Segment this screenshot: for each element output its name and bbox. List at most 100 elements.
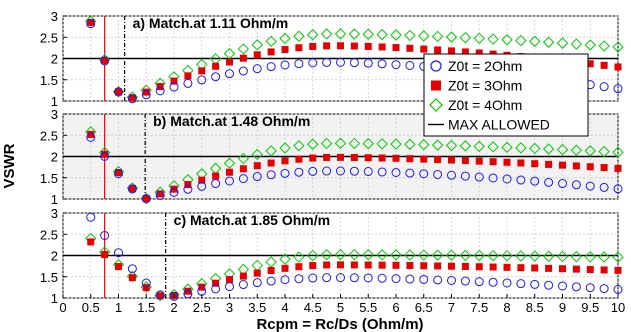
- x-tick-label: 5.5: [359, 300, 377, 315]
- data-point: [349, 166, 359, 176]
- data-point: [502, 174, 512, 184]
- data-point: [612, 146, 624, 158]
- data-point: [459, 31, 472, 44]
- data-point: [294, 274, 304, 284]
- data-point: [226, 168, 233, 176]
- data-point: [350, 154, 358, 162]
- data-point: [197, 181, 207, 191]
- x-tick-label: 4.5: [304, 300, 322, 315]
- data-point: [239, 54, 247, 62]
- data-point: [418, 30, 430, 42]
- data-point: [295, 44, 303, 52]
- data-point: [529, 35, 541, 48]
- data-point: [431, 139, 444, 151]
- data-point: [238, 66, 248, 76]
- y-tick-label: 2.5: [40, 30, 58, 45]
- x-tick-label: 3: [226, 300, 233, 315]
- data-point: [376, 138, 388, 150]
- data-point: [127, 184, 137, 194]
- data-point: [323, 153, 331, 161]
- data-point: [128, 94, 136, 102]
- data-point: [336, 166, 345, 176]
- series-3ohm: [87, 130, 622, 203]
- data-point: [142, 195, 150, 203]
- data-point: [348, 28, 361, 40]
- data-point: [169, 291, 179, 301]
- data-point: [459, 140, 472, 152]
- data-point: [349, 273, 359, 283]
- data-point: [503, 263, 511, 271]
- data-point: [101, 150, 109, 158]
- data-point: [392, 44, 400, 52]
- data-point: [337, 261, 344, 269]
- data-point: [225, 69, 234, 79]
- data-point: [445, 139, 458, 152]
- data-point: [295, 155, 303, 163]
- data-point: [114, 87, 123, 97]
- data-point: [503, 158, 511, 166]
- data-point: [100, 56, 110, 66]
- data-point: [584, 251, 596, 263]
- data-point: [556, 143, 569, 156]
- data-point: [571, 180, 581, 190]
- data-point: [198, 67, 206, 75]
- data-point: [487, 33, 499, 45]
- data-point: [447, 275, 456, 285]
- data-point: [337, 42, 344, 50]
- data-point: [516, 279, 526, 289]
- data-point: [461, 48, 469, 56]
- data-point: [114, 169, 123, 179]
- data-point: [418, 139, 430, 151]
- data-point: [515, 142, 527, 154]
- data-point: [114, 248, 123, 258]
- data-point: [460, 276, 470, 286]
- data-point: [350, 261, 358, 269]
- data-point: [434, 262, 442, 270]
- data-point: [280, 168, 290, 178]
- data-point: [473, 249, 485, 262]
- data-point: [529, 250, 541, 262]
- data-point: [378, 43, 386, 51]
- data-point: [307, 29, 319, 41]
- data-point: [517, 159, 525, 167]
- data-point: [212, 62, 220, 70]
- data-point: [515, 34, 527, 47]
- data-point: [128, 184, 136, 192]
- data-point: [460, 171, 470, 181]
- data-point: [265, 35, 277, 48]
- data-point: [363, 58, 373, 68]
- data-point: [377, 167, 387, 177]
- data-point: [448, 47, 455, 55]
- data-point: [281, 46, 289, 54]
- data-point: [391, 60, 401, 70]
- data-point: [431, 249, 444, 261]
- data-point: [237, 152, 250, 165]
- x-tick-label: 2: [170, 300, 177, 315]
- legend-marker-square: [431, 80, 441, 91]
- data-point: [545, 264, 553, 272]
- x-tick-label: 6.5: [415, 300, 433, 315]
- data-point: [598, 251, 610, 263]
- y-tick-label: 2: [51, 150, 58, 165]
- data-point: [142, 284, 150, 292]
- data-point: [558, 281, 567, 291]
- data-point: [362, 249, 374, 261]
- data-point: [253, 162, 261, 170]
- y-tick-label: 2: [51, 52, 58, 67]
- data-point: [572, 162, 580, 170]
- data-point: [309, 154, 317, 162]
- x-tick-label: 3.5: [248, 300, 266, 315]
- y-tick-label: 1.5: [40, 171, 58, 186]
- data-point: [100, 230, 110, 240]
- data-point: [599, 284, 609, 294]
- data-point: [418, 249, 430, 261]
- data-point: [337, 153, 344, 161]
- panel-annotation: c) Match.at 1.85 Ohm/m: [174, 212, 330, 228]
- data-point: [115, 263, 122, 271]
- data-point: [267, 266, 275, 274]
- data-point: [614, 164, 622, 172]
- data-point: [265, 145, 277, 157]
- data-point: [127, 264, 137, 274]
- data-point: [363, 167, 373, 177]
- data-point: [614, 63, 622, 71]
